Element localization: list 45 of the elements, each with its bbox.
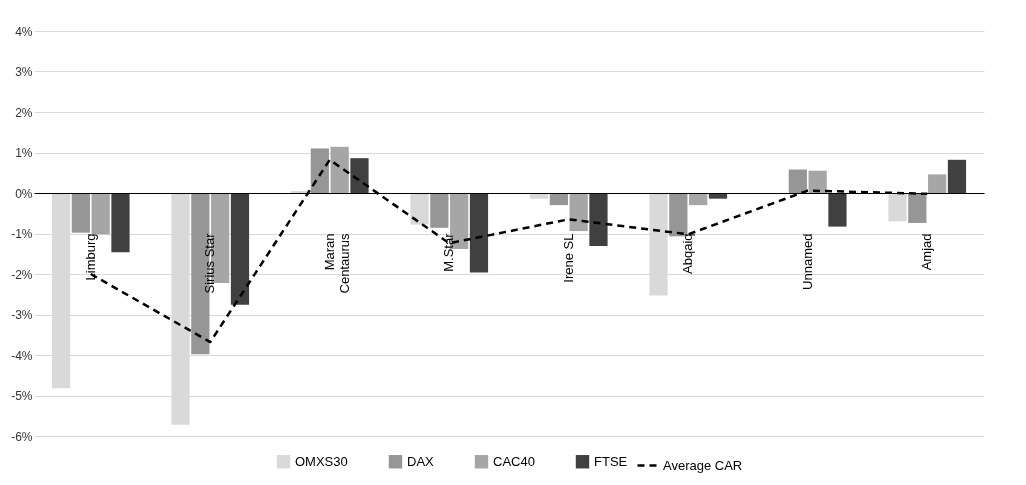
bar	[908, 193, 927, 223]
bar	[928, 174, 947, 193]
legend-label: CAC40	[493, 453, 535, 469]
y-tick-label: 1%	[15, 146, 33, 160]
x-tick-label: Unnamed	[799, 233, 815, 290]
bar	[808, 170, 827, 193]
y-tick-label: 3%	[15, 65, 33, 79]
y-tick-label: -1%	[11, 227, 33, 241]
bar	[310, 148, 329, 193]
bar	[469, 193, 489, 273]
bar	[569, 193, 588, 232]
bar	[689, 193, 708, 206]
y-tick-label: -5%	[11, 389, 33, 403]
bar	[111, 193, 130, 253]
bar	[71, 193, 90, 233]
bar	[91, 193, 110, 235]
bar	[828, 193, 847, 227]
bar	[330, 146, 349, 193]
bar	[947, 159, 967, 193]
y-tick-label: 4%	[15, 24, 33, 39]
bar	[410, 193, 429, 225]
legend-label: Average CAR	[663, 457, 743, 473]
bar	[589, 193, 608, 247]
bar	[230, 193, 250, 305]
x-tick-label: Sirius Star	[202, 232, 218, 294]
bar	[350, 158, 369, 193]
bar	[788, 169, 807, 193]
bar	[888, 193, 907, 222]
y-tick-label: -3%	[11, 308, 33, 322]
x-tick-label: Irene SL	[560, 233, 576, 283]
y-tick-label: 2%	[15, 105, 33, 120]
legend-label: DAX	[407, 453, 435, 469]
x-tick-label: Abqaiq	[680, 233, 696, 274]
y-tick-label: -2%	[11, 267, 33, 282]
y-tick-label: 0%	[15, 186, 33, 201]
legend-label: FTSE	[594, 453, 628, 469]
bar	[549, 193, 568, 206]
bar	[430, 193, 449, 228]
x-tick-label: Maran Centaurus	[321, 233, 352, 294]
y-tick-label: -6%	[11, 429, 33, 444]
y-tick-label: -4%	[11, 348, 33, 363]
x-tick-label: Amjad	[919, 233, 935, 271]
legend-label: OMXS30	[295, 453, 348, 469]
x-tick-label: Limburg	[82, 233, 98, 281]
x-tick-label: M.Star	[441, 232, 457, 272]
